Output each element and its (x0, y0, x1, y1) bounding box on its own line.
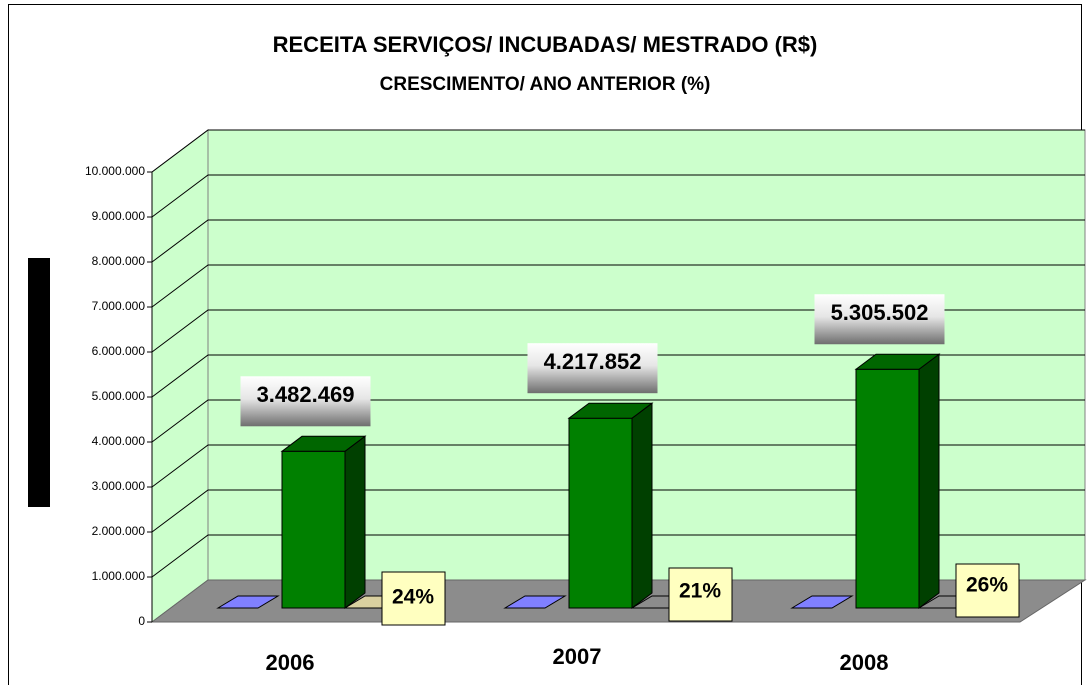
growth-label: 24% (392, 586, 434, 609)
value-label-box (240, 376, 371, 427)
value-label: 5.305.502 (831, 300, 929, 325)
grid-line (151, 129, 1085, 173)
y-tick-label: 7.000.000 (92, 299, 146, 313)
x-tick-label: 2007 (553, 644, 602, 669)
grid-line (151, 174, 1085, 218)
y-tick-label: 8.000.000 (92, 254, 146, 268)
grid-line (151, 354, 1085, 398)
grid-line (151, 534, 1085, 578)
growth-box (668, 567, 733, 622)
bar-side (631, 402, 653, 609)
y-tick-label: 3.000.000 (92, 479, 146, 493)
growth-box (955, 563, 1020, 618)
value-label-box (527, 343, 658, 394)
floor-marker (216, 595, 280, 609)
grid-line (151, 399, 1085, 443)
growth-label: 21% (679, 580, 721, 603)
bar (281, 450, 346, 609)
growth-box (381, 571, 446, 626)
bar-side (918, 353, 940, 609)
grid-line (151, 444, 1085, 488)
grid-line (151, 264, 1085, 308)
growth-label: 26% (966, 574, 1008, 597)
y-tick-label: 0 (138, 614, 145, 628)
bar-top (854, 353, 941, 370)
grid-line (151, 489, 1085, 533)
bar (855, 368, 920, 609)
value-label-box (814, 294, 945, 345)
bar-top (567, 402, 654, 419)
bar (568, 417, 633, 609)
grid-line (151, 309, 1085, 353)
y-tick-label: 2.000.000 (92, 524, 146, 538)
y-tick-label: 6.000.000 (92, 344, 146, 358)
axis-title-block (28, 258, 50, 507)
bar-side (344, 435, 366, 609)
y-tick-label: 1.000.000 (92, 569, 146, 583)
value-label: 4.217.852 (544, 349, 642, 374)
value-label: 3.482.469 (257, 382, 355, 407)
y-tick-label: 10.000.000 (85, 164, 145, 178)
x-tick-label: 2008 (840, 650, 889, 675)
y-tick-label: 9.000.000 (92, 209, 146, 223)
chart-subtitle: CRESCIMENTO/ ANO ANTERIOR (%) (380, 74, 711, 95)
x-tick-label: 2006 (266, 650, 315, 675)
y-tick-label: 4.000.000 (92, 434, 146, 448)
y-tick-label: 5.000.000 (92, 389, 146, 403)
floor-marker (790, 595, 854, 609)
bar-top (280, 435, 367, 452)
grid-line (151, 219, 1085, 263)
floor-marker (503, 595, 567, 609)
chart-title: RECEITA SERVIÇOS/ INCUBADAS/ MESTRADO (R… (273, 32, 818, 57)
